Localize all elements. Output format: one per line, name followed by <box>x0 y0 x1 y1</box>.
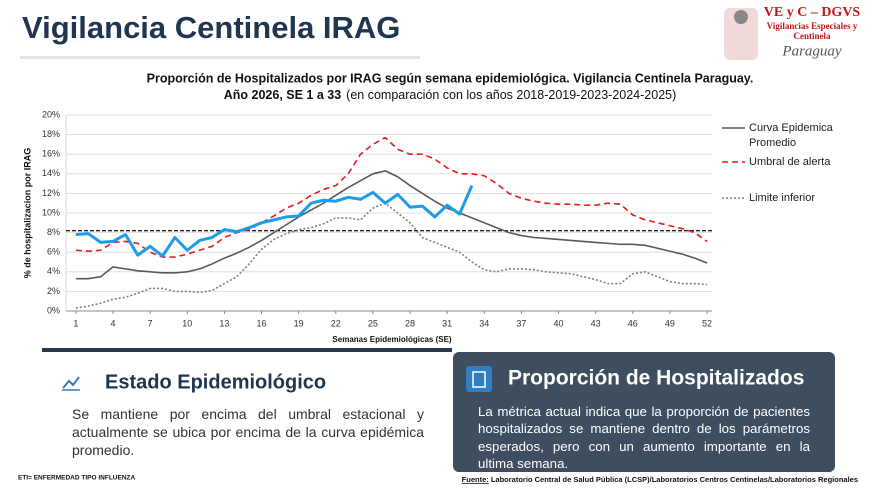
right-panel-title: Proporción de Hospitalizados <box>508 367 804 390</box>
legend-label-line: Curva Epidemica <box>749 122 834 134</box>
x-tick-label: 25 <box>368 318 378 328</box>
x-tick-label: 7 <box>148 318 153 328</box>
x-tick-label: 43 <box>591 318 601 328</box>
y-axis-label: % de hospitalizacion por IRAG <box>22 148 32 279</box>
legend-label: Limite inferior <box>749 192 815 204</box>
legend-label: Curva Epidemica Promedio <box>749 122 834 149</box>
left-icon <box>62 376 80 391</box>
left-panel-text: Se mantiene por encima del umbral estaci… <box>72 406 424 459</box>
x-tick-label: 13 <box>219 318 229 328</box>
series-line <box>75 184 474 258</box>
chart-subtitle-rest: (en comparación con los años 2018-2019-2… <box>346 88 676 102</box>
y-tick-label: 10% <box>42 207 60 217</box>
y-tick-label: 6% <box>47 247 60 257</box>
x-tick-label: 46 <box>628 318 638 328</box>
y-tick-label: 16% <box>42 149 60 159</box>
logo-country: Paraguay <box>781 43 842 59</box>
x-tick-label: 34 <box>479 318 489 328</box>
building-icon <box>472 371 486 388</box>
series-line <box>75 170 708 280</box>
y-tick-label: 18% <box>42 129 60 139</box>
x-tick-label: 31 <box>442 318 452 328</box>
chart-subtitle: Año 2026, SE 1 a 33 (en comparación con l… <box>224 88 677 102</box>
logo-figure <box>734 10 748 24</box>
footnote: ETI= ENFERMEDAD TIPO INFLUENZA <box>18 475 135 482</box>
series-line <box>75 136 708 258</box>
x-tick-label: 16 <box>257 318 267 328</box>
x-axis-label: Semanas Epidemiológicas (SE) <box>332 335 451 344</box>
y-tick-label: 14% <box>42 168 60 178</box>
x-tick-label: 52 <box>702 318 712 328</box>
y-tick-label: 0% <box>47 305 60 315</box>
source: Fuente: Laboratorio Central de Salud Púb… <box>462 475 858 484</box>
y-tick-label: 12% <box>42 188 60 198</box>
x-tick-label: 1 <box>73 318 78 328</box>
chart-subtitle-bold: Año 2026, SE 1 a 33 <box>224 88 341 102</box>
x-tick-label: 28 <box>405 318 415 328</box>
logo-line: Centinela <box>794 31 831 41</box>
x-tick-label: 22 <box>331 318 341 328</box>
legend-label-line: Promedio <box>749 137 796 149</box>
x-tick-label: 40 <box>554 318 564 328</box>
right-panel-icon <box>466 366 492 392</box>
right-panel-text: La métrica actual indica que la proporci… <box>478 404 810 471</box>
right-panel <box>453 352 835 472</box>
chart-title: Proporción de Hospitalizados por IRAG se… <box>147 71 754 85</box>
source-text: Laboratorio Central de Salud Pública (LC… <box>489 475 858 484</box>
x-tick-label: 49 <box>665 318 675 328</box>
y-tick-label: 8% <box>47 227 60 237</box>
divider <box>42 348 452 352</box>
series-line <box>75 202 708 309</box>
y-tick-label: 4% <box>47 266 60 276</box>
x-tick-label: 19 <box>294 318 304 328</box>
x-tick-label: 4 <box>111 318 116 328</box>
logo-line: Vigilancias Especiales y <box>767 21 858 31</box>
legend-label: Umbral de alerta <box>749 156 831 168</box>
x-tick-label: 37 <box>516 318 526 328</box>
left-panel-title: Estado Epidemiológico <box>105 371 326 393</box>
x-tick-label: 10 <box>182 318 192 328</box>
slide-title: Vigilancia Centinela IRAG <box>22 10 400 45</box>
logo-map <box>724 8 758 60</box>
y-tick-label: 20% <box>42 109 60 119</box>
y-tick-label: 2% <box>47 286 60 296</box>
logo: VE y C – DGVS Vigilancias Especiales y C… <box>724 5 860 60</box>
logo-name: VE y C – DGVS <box>764 5 861 20</box>
source-label: Fuente: <box>462 475 489 484</box>
title-rule <box>20 56 420 59</box>
trend-icon <box>62 376 80 389</box>
